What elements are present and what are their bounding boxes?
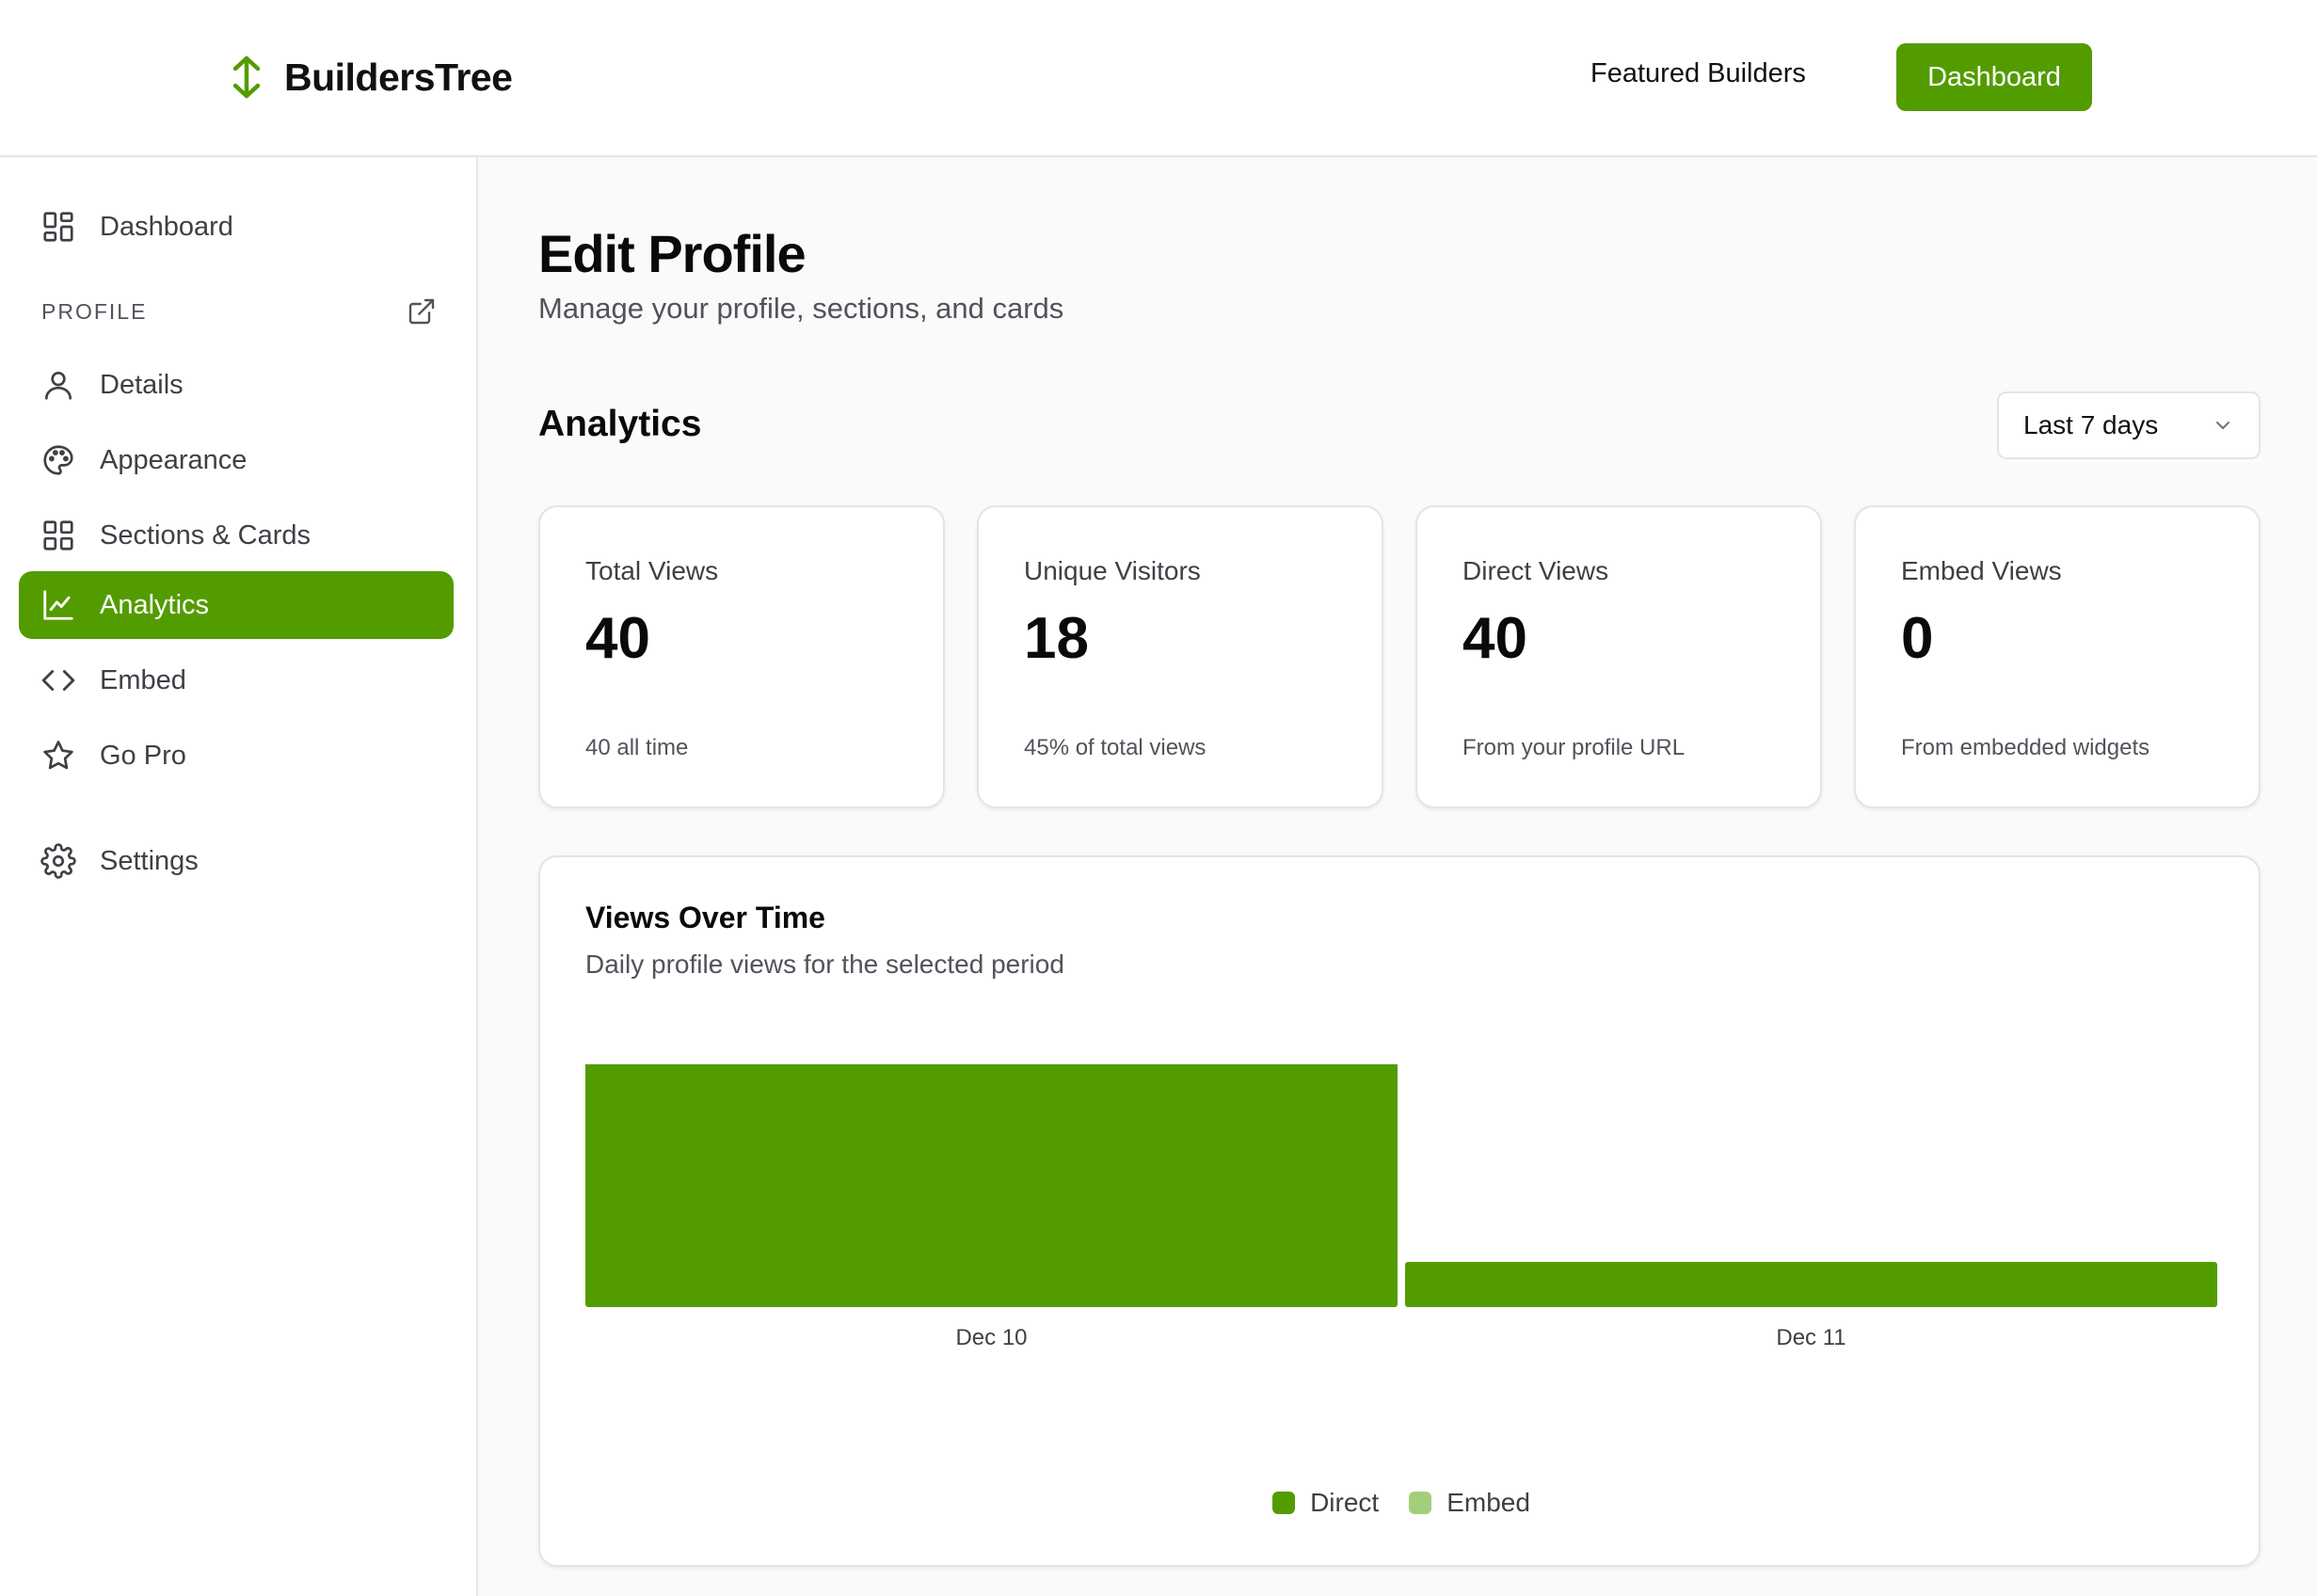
stat-label: Embed Views: [1901, 556, 2062, 585]
sidebar-item-appearance[interactable]: Appearance: [19, 426, 454, 494]
stat-value: 40: [585, 606, 650, 671]
legend-item-embed[interactable]: Embed: [1409, 1488, 1530, 1518]
sidebar-item-settings[interactable]: Settings: [19, 827, 454, 895]
chart-title: Views Over Time: [585, 901, 825, 934]
sidebar-item-label: Go Pro: [100, 740, 186, 771]
bar-direct-dec-10[interactable]: [585, 1064, 1398, 1307]
palette-icon: [19, 442, 94, 478]
brand-arrows-icon: [232, 56, 261, 99]
sidebar-item-label: Analytics: [100, 589, 210, 620]
sidebar-item-label: Dashboard: [100, 211, 233, 242]
sidebar-section-profile: PROFILE: [41, 296, 437, 327]
x-tick-label: Dec 10: [955, 1325, 1027, 1347]
page-title: Edit Profile: [538, 224, 807, 283]
date-range-select[interactable]: Last 7 days: [1997, 391, 2261, 459]
sidebar-item-analytics[interactable]: Analytics: [19, 571, 454, 639]
sidebar-item-go-pro[interactable]: Go Pro: [19, 722, 454, 790]
legend-swatch-direct: [1272, 1492, 1296, 1514]
sidebar-item-embed[interactable]: Embed: [19, 646, 454, 714]
stat-card-unique-visitors: Unique Visitors 18 45% of total views: [977, 505, 1383, 808]
stat-note: From your profile URL: [1462, 735, 1686, 760]
stat-note: 40 all time: [585, 735, 689, 760]
views-bar-chart: Dec 10 Dec 11: [585, 1064, 2217, 1347]
main-content: Edit Profile Manage your profile, sectio…: [478, 157, 2317, 1596]
stat-label: Direct Views: [1462, 556, 1609, 585]
gear-icon: [19, 843, 94, 879]
external-link-icon[interactable]: [407, 296, 437, 327]
stat-value: 40: [1462, 606, 1527, 671]
user-icon: [19, 367, 94, 403]
legend-item-direct[interactable]: Direct: [1272, 1488, 1379, 1518]
stat-label: Unique Visitors: [1024, 556, 1201, 585]
sidebar-item-label: Details: [100, 369, 184, 400]
sidebar-item-sections-cards[interactable]: Sections & Cards: [19, 502, 454, 569]
top-nav-bar: BuildersTree Featured Builders Dashboard: [0, 0, 2317, 157]
sidebar-item-dashboard[interactable]: Dashboard: [19, 193, 454, 261]
code-icon: [19, 662, 94, 698]
brand-name: BuildersTree: [284, 55, 513, 99]
chart-legend: Direct Embed: [540, 1488, 2262, 1518]
sidebar-item-label: Settings: [100, 845, 199, 876]
stat-label: Total Views: [585, 556, 719, 585]
stat-note: 45% of total views: [1024, 735, 1206, 760]
legend-label: Embed: [1446, 1488, 1530, 1517]
chart-subtitle: Daily profile views for the selected per…: [585, 950, 1064, 979]
stat-value: 0: [1901, 606, 1934, 671]
dashboard-grid-icon: [19, 209, 94, 245]
chevron-down-icon: [2216, 422, 2229, 429]
legend-label: Direct: [1310, 1488, 1380, 1517]
stat-card-direct-views: Direct Views 40 From your profile URL: [1415, 505, 1822, 808]
stat-value: 18: [1024, 606, 1089, 671]
sidebar-item-label: Embed: [100, 664, 186, 695]
sidebar-item-label: Sections & Cards: [100, 519, 312, 551]
sidebar-item-details[interactable]: Details: [19, 351, 454, 419]
page-subtitle: Manage your profile, sections, and cards: [538, 292, 1064, 325]
stat-card-total-views: Total Views 40 40 all time: [538, 505, 945, 808]
chart-line-icon: [19, 587, 94, 623]
stat-card-embed-views: Embed Views 0 From embedded widgets: [1854, 505, 2261, 808]
stat-note: From embedded widgets: [1901, 735, 2150, 760]
section-label: PROFILE: [41, 298, 148, 324]
x-tick-label: Dec 11: [1776, 1325, 1846, 1347]
dashboard-button[interactable]: Dashboard: [1896, 43, 2092, 111]
sidebar-item-label: Appearance: [100, 444, 248, 475]
brand-logo[interactable]: BuildersTree: [228, 55, 513, 100]
bar-direct-dec-11[interactable]: [1405, 1262, 2217, 1307]
views-over-time-card: Views Over Time Daily profile views for …: [538, 855, 2261, 1567]
date-range-value: Last 7 days: [2023, 410, 2159, 439]
featured-builders-link[interactable]: Featured Builders: [1590, 58, 1806, 88]
legend-swatch-embed: [1409, 1492, 1432, 1514]
sidebar: Dashboard PROFILE Details Appearance: [0, 157, 478, 1596]
star-icon: [19, 738, 94, 774]
analytics-heading: Analytics: [538, 404, 702, 444]
grid-icon: [19, 518, 94, 553]
